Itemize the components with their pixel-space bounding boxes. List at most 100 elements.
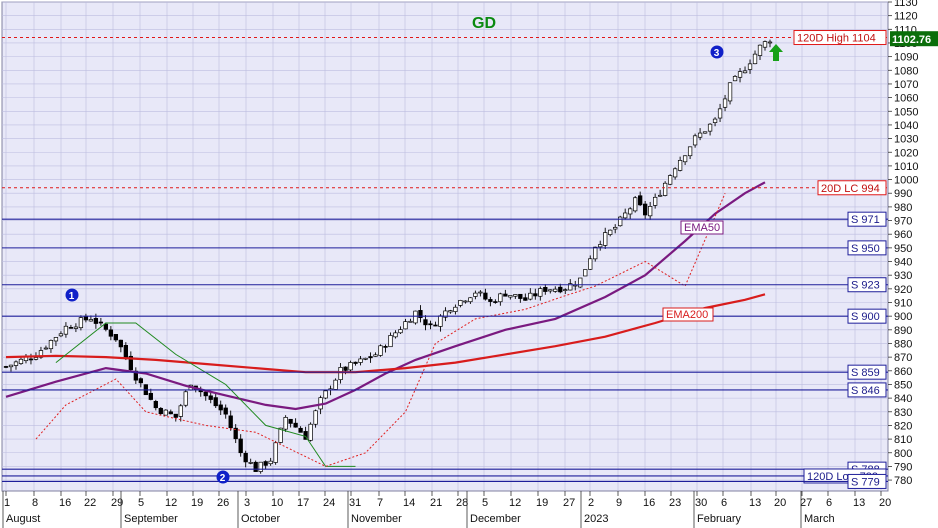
candle-body <box>458 300 463 306</box>
candle-body <box>643 203 648 216</box>
level-label-box <box>847 382 887 398</box>
candle-body <box>278 427 283 443</box>
x-tick-label: 5 <box>138 497 144 509</box>
candle-body <box>353 361 358 364</box>
level-label: S 779 <box>851 476 880 488</box>
y-tick-label: 840 <box>894 393 912 405</box>
x-tick-label: 2 <box>588 497 594 509</box>
candle-body <box>293 422 298 428</box>
candle-body <box>248 462 253 464</box>
level-label-box <box>847 473 887 489</box>
wave-badge <box>65 288 79 302</box>
last-price-label: 1102.76 <box>892 34 931 46</box>
candle-body <box>608 229 613 235</box>
x-tick-label: 19 <box>536 497 548 509</box>
candle-body <box>98 321 104 324</box>
candle-body <box>333 379 338 390</box>
candle-body <box>123 344 128 358</box>
level-label-box <box>847 211 887 227</box>
candle-body <box>138 378 143 384</box>
x-tick-label: 28 <box>456 497 468 509</box>
candle-body <box>628 208 633 215</box>
candle-body <box>508 295 513 298</box>
ema50-line <box>5 181 766 411</box>
candle-body <box>448 310 453 313</box>
candle-body <box>687 146 693 157</box>
candle-body <box>702 131 708 134</box>
candle-body <box>268 460 273 465</box>
candle-body <box>283 417 288 430</box>
candle-body <box>553 288 558 292</box>
level-label-box <box>847 277 887 293</box>
ema50-label-box <box>680 220 724 235</box>
candle-body <box>58 333 64 337</box>
candle-body <box>618 216 623 227</box>
y-tick-label: 890 <box>894 325 912 337</box>
candle-body <box>213 397 218 407</box>
candle-body <box>238 438 243 454</box>
y-tick-label: 1000 <box>894 175 918 187</box>
candle-body <box>103 323 109 330</box>
level-label: S 971 <box>851 214 880 226</box>
candle-body <box>657 194 663 197</box>
candle-body <box>603 232 608 246</box>
level-label: S 846 <box>851 385 880 397</box>
level-label: 120D High 1104 <box>797 33 876 45</box>
candle-body <box>418 310 423 318</box>
candle-body <box>73 326 79 329</box>
candle-body <box>498 293 503 303</box>
x-tick-label: 6 <box>826 497 832 509</box>
y-tick-label: 800 <box>894 448 912 460</box>
candle-body <box>453 306 458 312</box>
candle-body <box>767 41 773 44</box>
y-tick-label: 870 <box>894 352 912 364</box>
candle-body <box>493 301 498 303</box>
candle-body <box>258 461 263 472</box>
candle-body <box>158 407 163 414</box>
candle-body <box>63 325 69 335</box>
x-axis: 1 8 16 22 29 5 12 19 26 3 10 17 24 31 7 14 21 28 5 12 19 27 2 9… <box>2 491 891 528</box>
candle-body <box>568 283 573 291</box>
x-month-label: August <box>6 513 40 525</box>
candle-body <box>558 286 563 293</box>
candle-body <box>563 289 568 291</box>
candle-body <box>478 291 483 294</box>
candle-body <box>273 442 278 463</box>
candle-body <box>677 160 683 171</box>
candle-body <box>203 391 208 397</box>
candle-body <box>762 41 768 48</box>
candle-body <box>78 317 84 329</box>
candle-body <box>473 292 478 297</box>
candle-body <box>613 226 618 230</box>
candle-body <box>588 258 593 270</box>
candle-body <box>403 321 408 330</box>
candle-body <box>623 212 628 219</box>
x-tick-label: 27 <box>563 497 575 509</box>
x-tick-label: 22 <box>84 497 96 509</box>
candle-body <box>732 76 738 82</box>
x-tick-label: 26 <box>217 497 229 509</box>
chart-title: GD <box>472 15 496 32</box>
candle-body <box>83 315 89 321</box>
candle-body <box>53 337 59 342</box>
x-tick-label: 20 <box>879 497 891 509</box>
y-axis: 7807908008108208308408508608708808909009… <box>888 0 918 487</box>
candle-body <box>712 118 718 123</box>
candle-body <box>393 332 398 338</box>
y-tick-label: 910 <box>894 298 912 310</box>
candle-body <box>68 327 74 329</box>
y-tick-label: 1080 <box>894 65 918 77</box>
level-label-box <box>847 308 887 324</box>
x-tick-label: 24 <box>323 497 335 509</box>
x-tick-label: 12 <box>509 497 521 509</box>
x-tick-label: 20 <box>774 497 786 509</box>
level-label: S 900 <box>851 311 880 323</box>
x-tick-label: 8 <box>32 497 38 509</box>
level-label: S 950 <box>851 243 880 255</box>
candle-body <box>667 175 673 185</box>
ema50-label: EMA50 <box>684 222 720 234</box>
candle-body <box>428 323 433 326</box>
candle-body <box>503 293 508 297</box>
candle-body <box>653 196 658 206</box>
x-month-label: March <box>804 513 835 525</box>
